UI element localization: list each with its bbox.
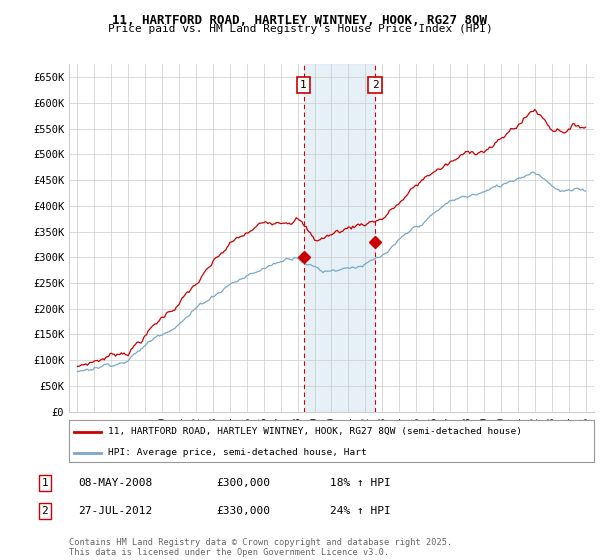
Text: 24% ↑ HPI: 24% ↑ HPI (330, 506, 391, 516)
Text: Price paid vs. HM Land Registry's House Price Index (HPI): Price paid vs. HM Land Registry's House … (107, 24, 493, 34)
Text: 18% ↑ HPI: 18% ↑ HPI (330, 478, 391, 488)
Text: £300,000: £300,000 (216, 478, 270, 488)
Text: 1: 1 (41, 478, 49, 488)
Text: 2: 2 (41, 506, 49, 516)
Text: Contains HM Land Registry data © Crown copyright and database right 2025.
This d: Contains HM Land Registry data © Crown c… (69, 538, 452, 557)
Text: 11, HARTFORD ROAD, HARTLEY WINTNEY, HOOK, RG27 8QW: 11, HARTFORD ROAD, HARTLEY WINTNEY, HOOK… (113, 14, 487, 27)
Text: 08-MAY-2008: 08-MAY-2008 (78, 478, 152, 488)
Bar (304, 64, 375, 412)
Text: 11, HARTFORD ROAD, HARTLEY WINTNEY, HOOK, RG27 8QW (semi-detached house): 11, HARTFORD ROAD, HARTLEY WINTNEY, HOOK… (109, 427, 523, 436)
Text: HPI: Average price, semi-detached house, Hart: HPI: Average price, semi-detached house,… (109, 448, 367, 458)
Text: 2: 2 (372, 80, 379, 90)
Text: 27-JUL-2012: 27-JUL-2012 (78, 506, 152, 516)
Text: £330,000: £330,000 (216, 506, 270, 516)
Text: 1: 1 (300, 80, 307, 90)
